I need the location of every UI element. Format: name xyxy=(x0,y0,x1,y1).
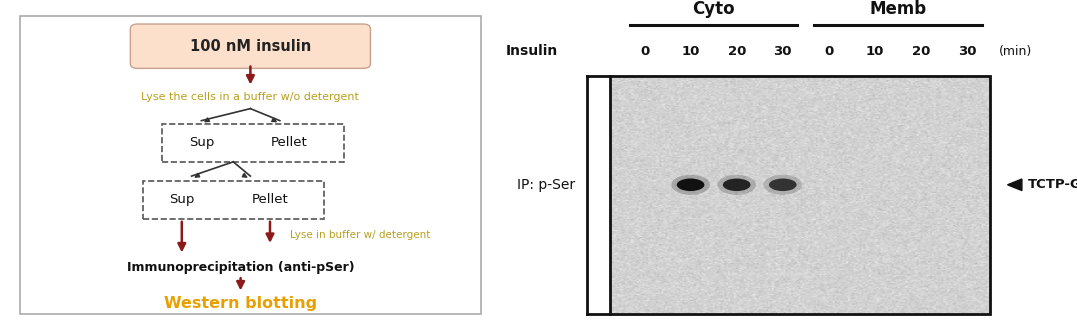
Text: Lyse the cells in a buffer w/o detergent: Lyse the cells in a buffer w/o detergent xyxy=(141,92,360,102)
Text: Western blotting: Western blotting xyxy=(164,296,317,311)
Ellipse shape xyxy=(769,179,797,191)
Text: Lyse in buffer w/ detergent: Lyse in buffer w/ detergent xyxy=(290,230,430,240)
Ellipse shape xyxy=(764,175,802,195)
Bar xyxy=(142,181,324,219)
Text: Insulin: Insulin xyxy=(506,44,558,58)
Text: Immunoprecipitation (anti-pSer): Immunoprecipitation (anti-pSer) xyxy=(127,261,354,275)
Text: 20: 20 xyxy=(727,45,746,58)
Text: Sup: Sup xyxy=(188,136,214,149)
Text: IP: p-Ser: IP: p-Ser xyxy=(517,178,575,192)
Text: 10: 10 xyxy=(682,45,700,58)
Ellipse shape xyxy=(723,179,751,191)
Bar xyxy=(163,124,344,162)
Text: TCTP-GFP: TCTP-GFP xyxy=(1027,178,1077,191)
Text: (min): (min) xyxy=(998,45,1032,58)
Text: 0: 0 xyxy=(640,45,649,58)
Text: Memb: Memb xyxy=(869,0,926,18)
Polygon shape xyxy=(1007,179,1022,191)
Text: 20: 20 xyxy=(912,45,931,58)
Text: 10: 10 xyxy=(866,45,884,58)
Text: Pellet: Pellet xyxy=(252,193,289,206)
Text: Cyto: Cyto xyxy=(693,0,735,18)
Ellipse shape xyxy=(676,179,704,191)
Ellipse shape xyxy=(671,175,710,195)
Text: 0: 0 xyxy=(824,45,834,58)
Text: Pellet: Pellet xyxy=(271,136,308,149)
Text: 30: 30 xyxy=(773,45,792,58)
Bar xyxy=(610,76,990,314)
FancyBboxPatch shape xyxy=(130,24,370,68)
Text: 30: 30 xyxy=(957,45,977,58)
Text: 100 nM insulin: 100 nM insulin xyxy=(190,39,311,54)
Ellipse shape xyxy=(717,175,756,195)
Text: Sup: Sup xyxy=(169,193,195,206)
